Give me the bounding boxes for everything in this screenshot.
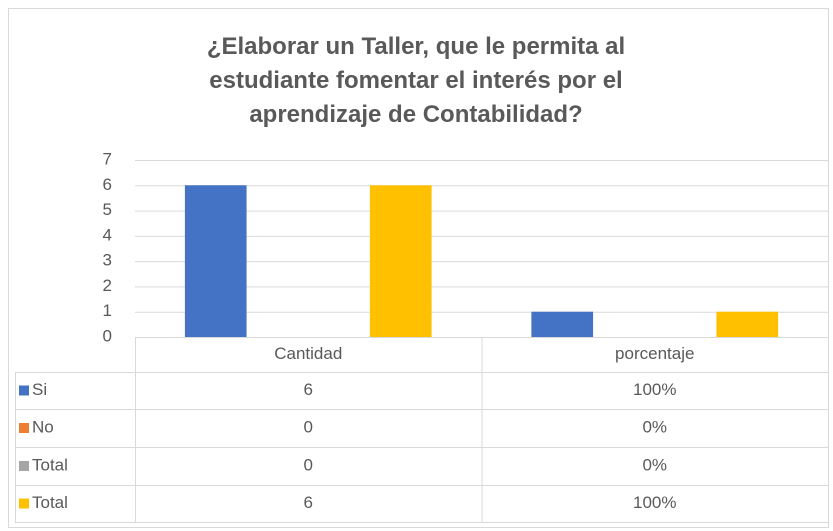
legend-label: Total bbox=[32, 493, 68, 512]
y-tick-label: 7 bbox=[103, 149, 112, 168]
y-tick-label: 1 bbox=[103, 301, 112, 320]
chart-border bbox=[8, 8, 829, 528]
table-value: 0% bbox=[642, 455, 667, 474]
y-tick-label: 5 bbox=[103, 200, 112, 219]
table-value: 6 bbox=[304, 380, 313, 399]
legend-key bbox=[19, 385, 29, 396]
table-value: 100% bbox=[633, 493, 676, 512]
legend-key bbox=[19, 498, 29, 509]
table-value: 100% bbox=[633, 380, 676, 399]
table-value: 0 bbox=[304, 417, 313, 436]
x-tick-label: porcentaje bbox=[615, 344, 694, 363]
bar bbox=[531, 311, 594, 337]
bar bbox=[369, 185, 432, 337]
table-value: 0% bbox=[642, 417, 667, 436]
y-tick-label: 4 bbox=[103, 225, 112, 244]
legend-label: Total bbox=[32, 455, 68, 474]
table-value: 6 bbox=[304, 493, 313, 512]
legend-label: Si bbox=[32, 380, 47, 399]
legend-key bbox=[19, 423, 29, 433]
legend-label: No bbox=[32, 417, 54, 436]
bar bbox=[716, 311, 779, 337]
table-value: 0 bbox=[304, 455, 313, 474]
y-tick-label: 3 bbox=[103, 251, 112, 270]
bar bbox=[184, 185, 247, 337]
y-tick-label: 6 bbox=[103, 175, 112, 194]
legend-key bbox=[19, 461, 29, 471]
y-tick-label: 2 bbox=[103, 276, 112, 295]
chart-title: ¿Elaborar un Taller, que le permita al e… bbox=[206, 33, 626, 128]
x-tick-label: Cantidad bbox=[274, 344, 342, 363]
y-tick-label: 0 bbox=[103, 326, 112, 345]
